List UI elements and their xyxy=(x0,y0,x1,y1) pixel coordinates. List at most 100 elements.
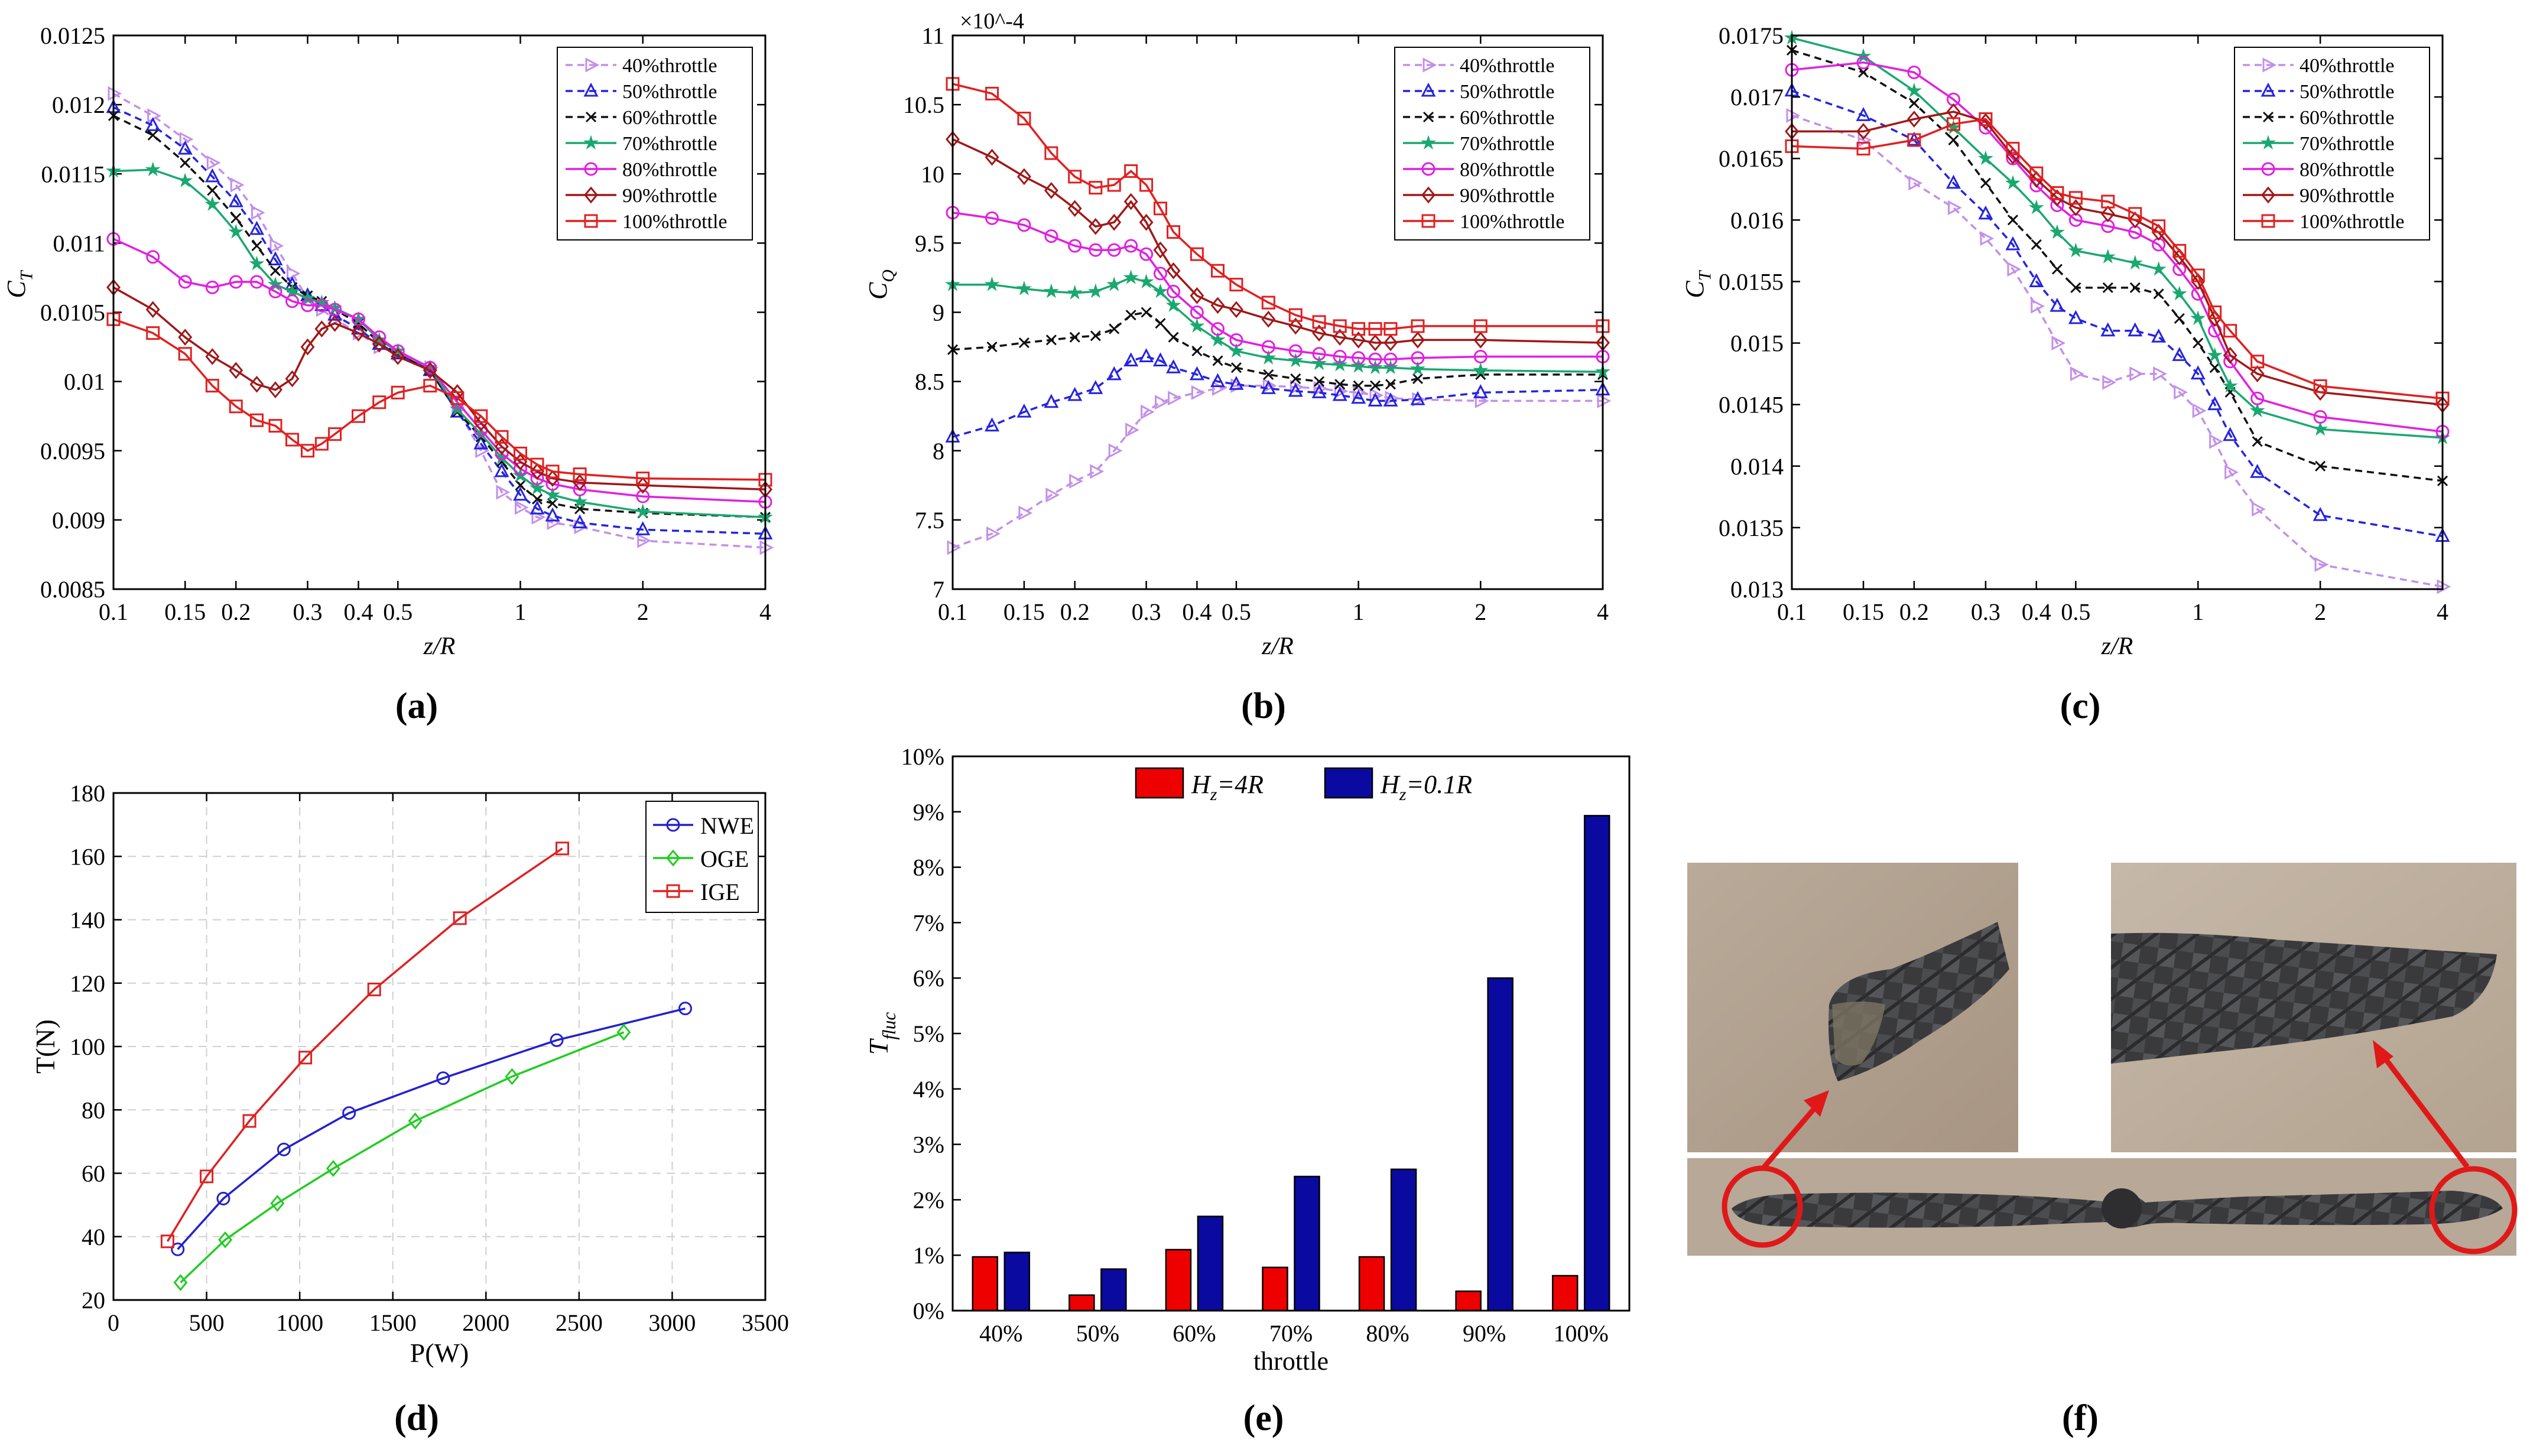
legend-marker xyxy=(2261,162,2275,176)
data-point xyxy=(1383,352,1398,366)
data-point xyxy=(285,433,299,447)
data-point xyxy=(1333,349,1347,363)
series-line-50throttle xyxy=(113,106,766,535)
data-point xyxy=(1980,177,1991,188)
data-point xyxy=(515,480,526,491)
data-point xyxy=(514,500,529,515)
data-point xyxy=(2128,207,2142,221)
chart-e: 0% 1% 2% 3% 4% 5% 6% 7% 8% 9% 10% 40% 50% 60% 70% 80% 90… xyxy=(863,743,1631,1438)
data-point xyxy=(494,463,509,477)
data-point xyxy=(1473,332,1488,349)
bar-hz01r xyxy=(1100,1268,1127,1312)
data-point xyxy=(2031,298,2045,314)
series-line-100throttle xyxy=(952,83,1603,330)
data-point xyxy=(1229,333,1243,347)
data-point xyxy=(1123,352,1139,366)
data-point xyxy=(636,489,650,503)
data-point xyxy=(300,444,314,458)
chart-b: 7 7.5 8 8.5 9 9.5 10 10.5 11 0.1 0.15 0.2 0.3 0.4 0.5 1… xyxy=(863,9,1612,726)
data-point xyxy=(2068,242,2084,258)
y-axis-label: Tfluc xyxy=(863,1012,899,1055)
data-point xyxy=(1045,334,1057,346)
data-point xyxy=(1261,310,1276,328)
data-point xyxy=(1229,278,1243,292)
data-point xyxy=(178,275,192,289)
data-point xyxy=(1368,322,1382,336)
data-point xyxy=(205,280,219,294)
data-point xyxy=(2171,285,2187,301)
data-point xyxy=(314,437,329,451)
data-point xyxy=(1288,308,1303,322)
data-point xyxy=(1168,332,1179,343)
legend-label: 70%throttle xyxy=(622,133,717,155)
data-point xyxy=(1123,269,1139,284)
data-point xyxy=(1191,385,1206,400)
x-tick-label: 0.4 xyxy=(2022,599,2051,625)
data-point xyxy=(179,132,194,147)
data-point xyxy=(2128,211,2142,229)
data-point xyxy=(285,294,299,308)
legend-label: 90%throttle xyxy=(2300,185,2395,207)
data-point xyxy=(205,379,219,393)
data-point xyxy=(1044,394,1059,408)
data-point xyxy=(1978,205,1993,220)
y-tick-label: 1% xyxy=(913,1242,944,1269)
data-point xyxy=(986,342,998,353)
y-tick-label: 0.014 xyxy=(1730,453,1784,480)
data-point xyxy=(2128,322,2143,337)
legend-marker xyxy=(2261,214,2275,228)
data-point xyxy=(2152,219,2166,233)
x-tick-label: 1000 xyxy=(276,1309,323,1336)
data-point xyxy=(1017,218,1031,232)
x-tick-label: 100% xyxy=(1554,1320,1609,1347)
data-point xyxy=(2314,557,2329,572)
data-point xyxy=(270,1195,285,1212)
data-point xyxy=(2313,506,2328,521)
y-tick-label: 11 xyxy=(921,22,944,49)
y-tick-label: 100 xyxy=(70,1034,105,1060)
y-tick-label: 120 xyxy=(70,970,105,997)
x-axis-label: z/R xyxy=(423,633,456,660)
x-tick-label: 0.15 xyxy=(1843,599,1884,625)
data-point xyxy=(450,384,465,401)
data-point xyxy=(1123,193,1138,210)
data-point xyxy=(1368,359,1383,375)
data-point xyxy=(2029,166,2044,180)
data-point xyxy=(2028,199,2044,214)
data-point xyxy=(1168,391,1182,406)
bar-hz4r xyxy=(1551,1275,1579,1312)
y-tick-label: 160 xyxy=(70,843,105,870)
y-tick-label: 0% xyxy=(913,1298,944,1324)
bar-hz01r xyxy=(1487,977,1514,1312)
x-tick-label: 4 xyxy=(2437,599,2448,625)
data-point xyxy=(1045,488,1060,503)
data-point xyxy=(229,275,243,289)
y-axis-label: CT xyxy=(2,269,36,298)
legend-label: Hz=0.1R xyxy=(1380,770,1472,804)
data-point xyxy=(1368,392,1383,407)
legend-label: 80%throttle xyxy=(622,159,717,181)
x-tick-label: 2 xyxy=(1475,599,1486,625)
bar-hz01r xyxy=(1390,1168,1417,1312)
arrow-left-head xyxy=(1804,1090,1829,1117)
data-point xyxy=(177,173,193,188)
data-point xyxy=(2222,378,2238,393)
y-tick-label: 0.0105 xyxy=(40,300,105,326)
y-tick-label: 0.016 xyxy=(1730,207,1784,233)
data-point xyxy=(1351,389,1366,404)
data-point xyxy=(1856,107,1871,121)
x-tick-label: 3000 xyxy=(648,1309,696,1336)
y-tick-label: 7 xyxy=(933,576,944,603)
data-point xyxy=(555,841,569,856)
data-point xyxy=(2129,282,2141,293)
legend-label: 60%throttle xyxy=(622,107,717,129)
data-point xyxy=(1210,332,1226,347)
data-point xyxy=(285,370,300,388)
data-point xyxy=(2250,365,2265,382)
series-line-80throttle xyxy=(113,238,766,503)
data-point xyxy=(230,213,242,224)
y-tick-label: 5% xyxy=(913,1020,944,1047)
data-point xyxy=(2101,194,2115,209)
series-line-50throttle xyxy=(1791,90,2443,538)
